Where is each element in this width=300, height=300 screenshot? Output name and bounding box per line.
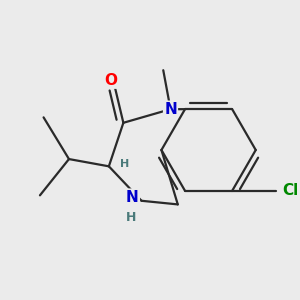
Text: Cl: Cl <box>282 183 298 198</box>
Text: H: H <box>125 211 136 224</box>
Text: N: N <box>126 190 139 205</box>
Text: N: N <box>164 102 177 117</box>
Text: O: O <box>104 73 117 88</box>
Text: H: H <box>120 159 129 169</box>
